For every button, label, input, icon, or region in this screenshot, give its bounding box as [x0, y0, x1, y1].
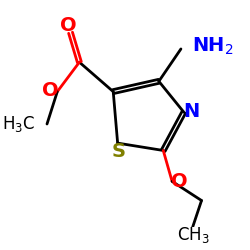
Text: NH$_2$: NH$_2$ [192, 36, 234, 58]
Text: N: N [184, 102, 200, 121]
Text: O: O [171, 172, 188, 191]
Text: H$_3$C: H$_3$C [2, 114, 35, 134]
Text: S: S [112, 142, 126, 161]
Text: O: O [42, 81, 59, 100]
Text: O: O [60, 16, 77, 35]
Text: CH$_3$: CH$_3$ [178, 225, 210, 245]
